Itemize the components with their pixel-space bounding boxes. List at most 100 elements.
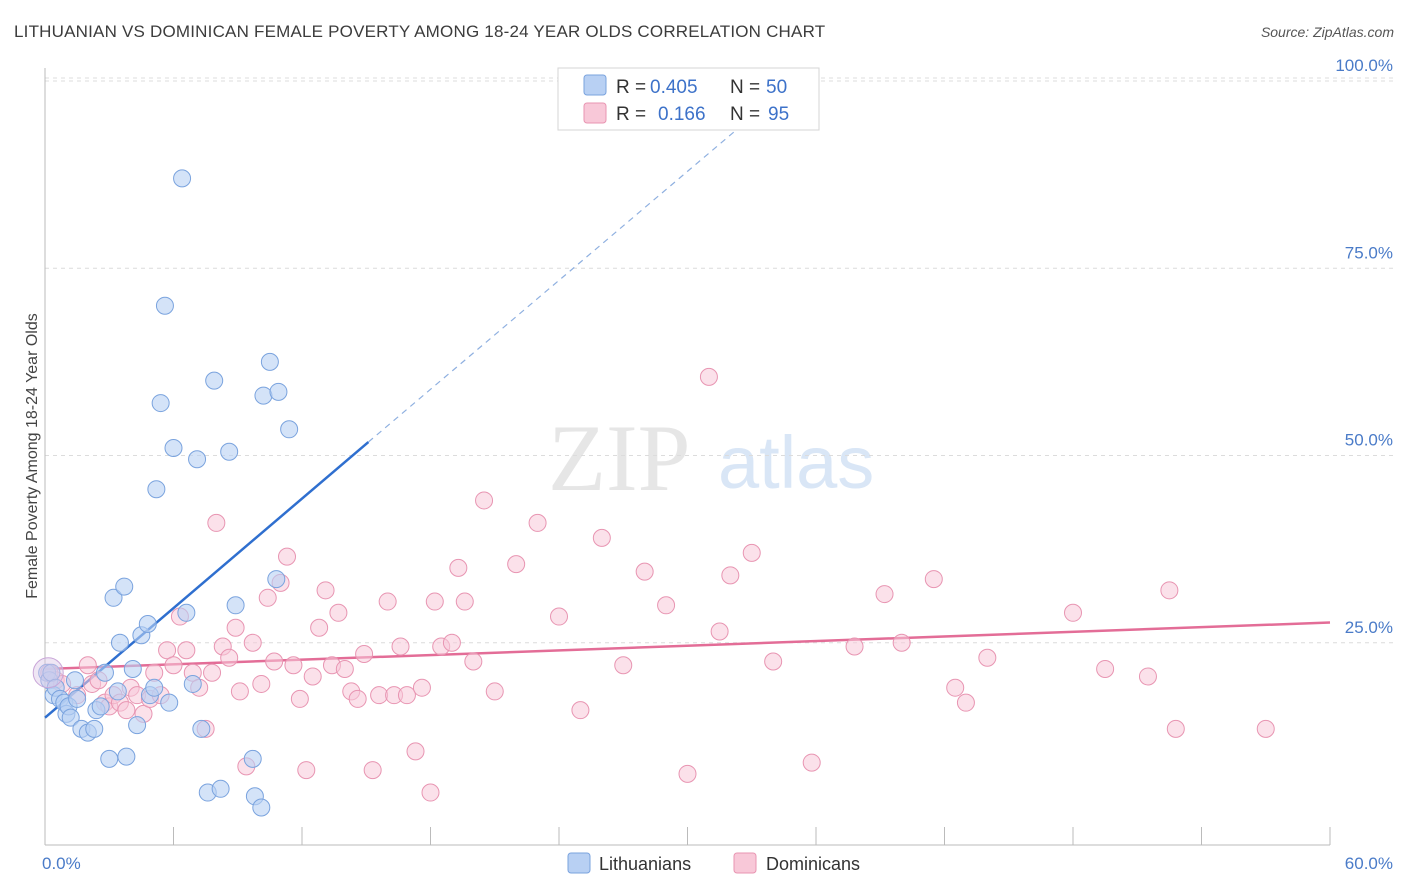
lithuanians-point: [183, 674, 202, 693]
dominicans-point: [946, 678, 965, 697]
dominicans-point: [507, 555, 526, 574]
dominicans-point: [764, 652, 783, 671]
axis-layer: [44, 68, 1331, 846]
dominicans-point: [278, 547, 297, 566]
legend-r-label: R =: [616, 104, 646, 125]
lithuanians-point: [267, 570, 286, 589]
dominicans-point: [78, 656, 97, 675]
lithuanians-point: [269, 382, 288, 401]
lithuanians-point: [91, 697, 110, 716]
lithuanians-point: [108, 682, 127, 701]
dominicans-point: [297, 761, 316, 780]
dominicans-point: [145, 663, 164, 682]
dominicans-point: [243, 633, 262, 652]
bottom-legend-dominicans: Dominicans: [766, 854, 860, 874]
lithuanians-point: [128, 716, 147, 735]
dominicans-point: [335, 659, 354, 678]
lithuanians-point: [226, 596, 245, 615]
watermark-zip: ZIP: [548, 405, 691, 511]
legend-swatch-dominicans: [583, 102, 607, 124]
lithuanians-point: [85, 719, 104, 738]
grid-layer: [45, 77, 1393, 644]
dominicans-point: [226, 618, 245, 637]
lithuanians-point: [95, 663, 114, 682]
dominicans-point: [207, 513, 226, 532]
legend-n-label: N =: [730, 77, 760, 98]
bottom-legend-lithuanians: Lithuanians: [599, 854, 691, 874]
lithuanians-point: [145, 678, 164, 697]
bottom-legend-swatch-dominicans: [733, 852, 757, 874]
lithuanians-points: [32, 169, 299, 817]
dominicans-point: [1256, 719, 1275, 738]
lithuanians-point: [123, 659, 142, 678]
dominicans-point: [657, 596, 676, 615]
dominicans-point: [978, 648, 997, 667]
y-tick-label: 75.0%: [1345, 243, 1393, 262]
correlation-legend: R = 0.405 N = 50 R = 0.166 N = 95: [557, 67, 820, 131]
lithuanians-point: [104, 588, 123, 607]
lithuanians-trend-extension: [368, 125, 742, 443]
legend-r-label: R =: [616, 77, 646, 98]
legend-r-value: 0.166: [658, 104, 706, 125]
dominicans-point: [721, 566, 740, 585]
dominicans-point: [406, 742, 425, 761]
lithuanians-point: [252, 798, 271, 817]
dominicans-point: [164, 656, 183, 675]
lithuanians-point: [260, 352, 279, 371]
legend-swatch-lithuanians: [583, 74, 607, 96]
dominicans-point: [412, 678, 431, 697]
dominicans-trend-line: [44, 621, 1331, 671]
lithuanians-point: [243, 749, 262, 768]
dominicans-point: [742, 543, 761, 562]
dominicans-point: [363, 761, 382, 780]
dominicans-point: [1166, 719, 1185, 738]
dominicans-point: [303, 667, 322, 686]
overlap-point: [32, 657, 64, 689]
lithuanians-point: [147, 480, 166, 499]
dominicans-point: [956, 693, 975, 712]
dominicans-point: [355, 644, 374, 663]
dominicans-point: [699, 367, 718, 386]
dominicans-points: [40, 367, 1275, 802]
legend-n-value: 50: [766, 77, 787, 98]
lithuanians-point: [110, 633, 129, 652]
dominicans-point: [378, 592, 397, 611]
lithuanians-point: [211, 779, 230, 798]
lithuanians-point: [115, 577, 134, 596]
lithuanians-point: [173, 169, 192, 188]
lithuanians-point: [192, 719, 211, 738]
dominicans-point: [348, 689, 367, 708]
dominicans-point: [177, 641, 196, 660]
dominicans-point: [592, 528, 611, 547]
dominicans-point: [464, 652, 483, 671]
dominicans-point: [1160, 581, 1179, 600]
dominicans-point: [290, 689, 309, 708]
dominicans-point: [924, 570, 943, 589]
y-tick-label: 25.0%: [1345, 618, 1393, 637]
dominicans-point: [485, 682, 504, 701]
dominicans-point: [117, 701, 136, 720]
dominicans-point: [875, 585, 894, 604]
lithuanians-point: [138, 615, 157, 634]
x-tick-label-max: 60.0%: [1345, 854, 1393, 873]
lithuanians-point: [188, 450, 207, 469]
dominicans-point: [370, 686, 389, 705]
dominicans-point: [258, 588, 277, 607]
lithuanians-point: [151, 394, 170, 413]
lithuanians-point: [65, 671, 84, 690]
lithuanians-point: [205, 371, 224, 390]
dominicans-point: [252, 674, 271, 693]
legend-n-label: N =: [730, 104, 760, 125]
dominicans-point: [528, 513, 547, 532]
dominicans-point: [635, 562, 654, 581]
dominicans-point: [316, 581, 335, 600]
lithuanians-point: [61, 708, 80, 727]
lithuanians-point: [254, 386, 273, 405]
dominicans-point: [421, 783, 440, 802]
dominicans-point: [614, 656, 633, 675]
dominicans-point: [892, 633, 911, 652]
y-tick-label: 100.0%: [1335, 56, 1393, 75]
lithuanians-point: [280, 420, 299, 439]
dominicans-point: [1096, 659, 1115, 678]
dominicans-point: [230, 682, 249, 701]
